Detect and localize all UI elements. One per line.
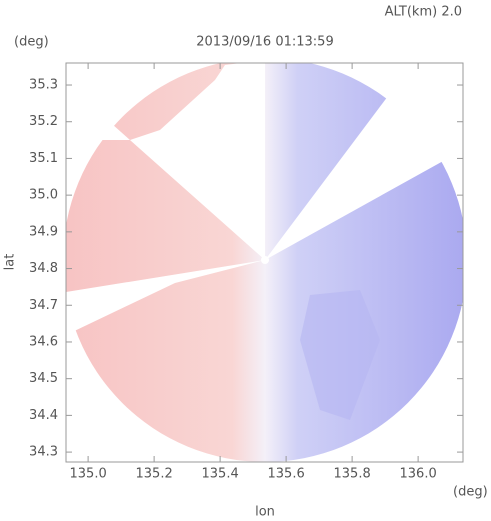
y-tick-label: 34.9 bbox=[29, 224, 58, 239]
x-tick-label: 136.0 bbox=[400, 467, 437, 482]
y-tick-label: 34.7 bbox=[29, 298, 58, 313]
y-tick-label: 35.2 bbox=[29, 114, 58, 129]
x-axis-label: lon bbox=[255, 505, 275, 520]
x-tick-label: 135.4 bbox=[202, 467, 239, 482]
chart-title: 2013/09/16 01:13:59 bbox=[196, 35, 333, 50]
x-tick-label: 135.8 bbox=[334, 467, 371, 482]
plot-frame bbox=[65, 62, 464, 463]
y-axis-label: lat bbox=[3, 254, 18, 271]
x-unit: (deg) bbox=[453, 485, 488, 500]
y-tick-label: 34.6 bbox=[29, 334, 58, 349]
y-tick-label: 34.8 bbox=[29, 261, 58, 276]
y-unit: (deg) bbox=[14, 35, 49, 50]
y-tick-label: 35.3 bbox=[29, 78, 58, 93]
x-tick-label: 135.2 bbox=[136, 467, 173, 482]
y-tick-label: 34.5 bbox=[29, 371, 58, 386]
y-tick-label: 35.0 bbox=[29, 188, 58, 203]
x-tick-label: 135.0 bbox=[70, 467, 107, 482]
y-tick-label: 35.1 bbox=[29, 151, 58, 166]
y-tick-label: 34.3 bbox=[29, 445, 58, 460]
annotation: ALT(km) 2.0 bbox=[385, 5, 462, 20]
radar-field bbox=[66, 63, 463, 462]
y-tick-label: 34.4 bbox=[29, 408, 58, 423]
x-tick-label: 135.6 bbox=[268, 467, 305, 482]
